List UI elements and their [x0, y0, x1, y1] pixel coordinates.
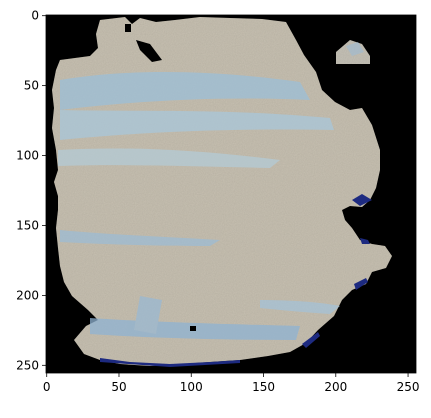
- y-tick-label: 150: [16, 218, 39, 232]
- y-tick-label: 100: [16, 149, 39, 163]
- x-tick-label: 200: [324, 380, 347, 394]
- y-tick-label: 200: [16, 288, 39, 302]
- y-tick-label: 50: [24, 79, 39, 93]
- x-tick-label: 150: [252, 380, 275, 394]
- y-axis: 0 50 100 150 200 250: [16, 9, 46, 372]
- y-tick-label: 250: [16, 358, 39, 372]
- x-tick-label: 0: [43, 380, 51, 394]
- blue-streaks: [58, 72, 340, 340]
- axes-frame: [45, 14, 417, 374]
- x-axis: 0 50 100 150 200 250: [43, 373, 420, 394]
- dark-edge-details: [100, 24, 372, 367]
- x-tick-label: 250: [397, 380, 420, 394]
- x-tick-label: 50: [111, 380, 126, 394]
- x-tick-label: 100: [180, 380, 203, 394]
- image-area: [45, 14, 417, 374]
- y-tick-label: 0: [31, 9, 39, 23]
- fabric-patch: [52, 17, 392, 366]
